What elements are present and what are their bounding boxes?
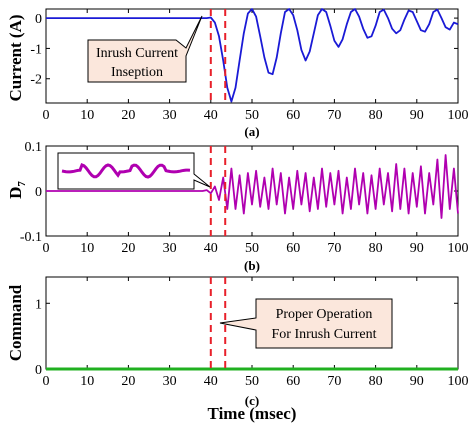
x-tick-label: 0: [43, 374, 50, 389]
x-tick-label: 70: [327, 108, 341, 123]
x-axis-title: Time (msec): [208, 404, 297, 423]
series-line: [46, 8, 459, 103]
x-tick-label: 70: [327, 241, 341, 256]
x-tick-label: 90: [410, 108, 424, 123]
panel-a-label: (a): [244, 124, 259, 139]
panel-a-ylabel: Current (A): [6, 14, 25, 101]
x-tick-label: 60: [286, 374, 300, 389]
zoom-inset-waveform: [61, 163, 191, 179]
panel-b-label: (b): [244, 258, 260, 273]
operation-callout-line2: For Inrush Current: [272, 327, 377, 342]
inrush-callout-box: [87, 15, 203, 83]
x-tick-label: 100: [448, 374, 469, 389]
x-tick-label: 0: [43, 241, 50, 256]
x-tick-label: 40: [204, 241, 218, 256]
panel-b-ylabel-main: D: [6, 187, 25, 199]
panel-current: Current (A) (a) 0 10 20 30 40 50 60 70 80 90 100 0 -…: [6, 8, 469, 139]
y-tick-label: -0.1: [20, 230, 42, 245]
y-tick-label: 1: [35, 297, 42, 312]
x-tick-label: 100: [448, 241, 469, 256]
x-tick-label: 80: [369, 241, 383, 256]
x-tick-label: 0: [43, 108, 50, 123]
x-tick-label: 90: [410, 241, 424, 256]
x-tick-label: 30: [163, 108, 177, 123]
series-line: [46, 154, 459, 219]
zoom-inset-box: [57, 152, 211, 190]
x-tick-label: 20: [121, 374, 135, 389]
panel-b-ylabel: D7: [6, 181, 28, 199]
x-tick-label: 30: [163, 241, 177, 256]
x-tick-label: 50: [245, 241, 259, 256]
inrush-callout-line1: Inrush Current: [96, 46, 178, 61]
x-tick-label: 100: [448, 108, 469, 123]
x-tick-label: 20: [121, 108, 135, 123]
y-tick-label: 0: [35, 363, 42, 378]
panel-b-ylabel-sub: 7: [16, 181, 28, 187]
x-tick-label: 70: [327, 374, 341, 389]
x-tick-label: 80: [369, 374, 383, 389]
operation-callout-line1: Proper Operation: [276, 307, 373, 322]
x-tick-label: 60: [286, 108, 300, 123]
x-tick-label: 40: [204, 374, 218, 389]
y-tick-label: -1: [30, 42, 42, 57]
x-tick-label: 90: [410, 374, 424, 389]
y-tick-label: 0: [35, 185, 42, 200]
operation-callout-box: [219, 298, 393, 349]
x-tick-label: 30: [163, 374, 177, 389]
x-tick-label: 20: [121, 241, 135, 256]
x-tick-label: 40: [204, 108, 218, 123]
x-tick-label: 50: [245, 374, 259, 389]
x-tick-label: 10: [80, 241, 94, 256]
panel-c-label: (c): [245, 393, 259, 408]
x-tick-label: 60: [286, 241, 300, 256]
y-tick-label: -2: [30, 73, 42, 88]
x-tick-label: 50: [245, 108, 259, 123]
panel-command: Command (c) 0 10 20 30 40 50 60 70 80 90 10010Prop…: [6, 276, 469, 408]
y-tick-label: 0: [35, 12, 42, 27]
panel-c-ylabel: Command: [6, 284, 25, 361]
inrush-callout-line2: Inseption: [111, 65, 163, 80]
x-tick-label: 10: [80, 374, 94, 389]
x-tick-label: 80: [369, 108, 383, 123]
x-tick-label: 10: [80, 108, 94, 123]
y-tick-label: 0.1: [25, 140, 43, 155]
